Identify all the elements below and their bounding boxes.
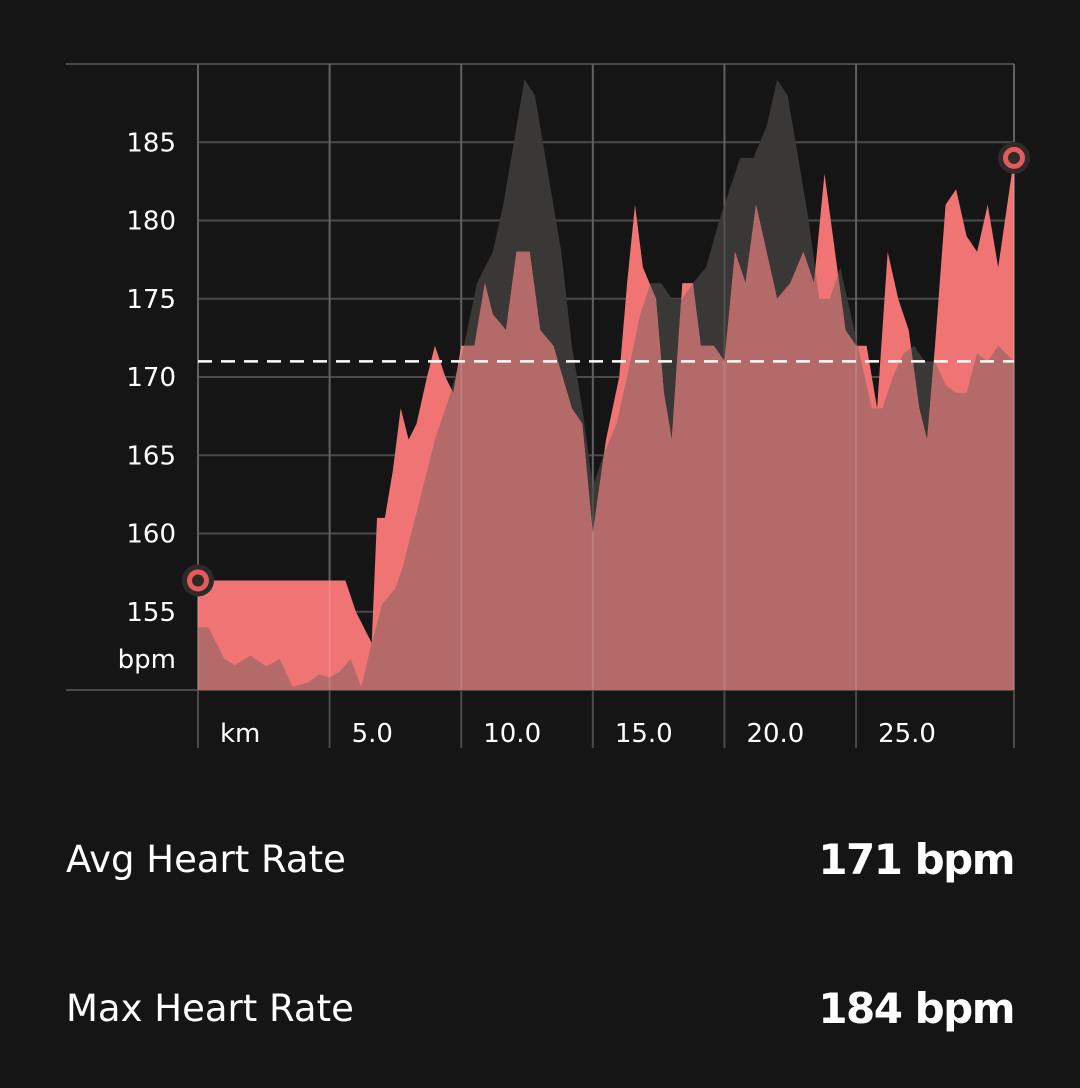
chart-labels: 155 160 165 170 175 180 185 bpm km 5.0 10.0 15.0 20.… [118,128,936,749]
y-tick-label: 165 [126,441,176,471]
heart-rate-chart: 155 160 165 170 175 180 185 bpm km 5.0 10.0 15.0 20.… [66,63,1030,749]
y-tick-label: 180 [126,207,176,237]
marker-outer [182,564,214,597]
y-tick-label: 170 [126,363,176,393]
start-point-marker [182,564,214,597]
x-tick-label: 5.0 [352,719,393,749]
y-tick-label: 175 [126,285,176,315]
end-point-marker [998,141,1030,174]
marker-outer [998,141,1030,174]
chart-markers [182,141,1030,597]
max-heart-rate-value: 184 bpm [818,983,1015,1033]
x-tick-label: km [220,719,260,749]
y-tick-label: 185 [126,128,176,158]
y-unit-label: bpm [118,645,176,675]
y-tick-label: 155 [126,598,176,628]
y-tick-label: 160 [126,520,176,550]
avg-heart-rate-value: 171 bpm [818,834,1015,884]
marker-ring [187,569,209,592]
max-heart-rate-label: Max Heart Rate [66,986,354,1030]
x-tick-label: 10.0 [483,719,541,749]
x-tick-label: 20.0 [746,719,804,749]
x-tick-label: 15.0 [615,719,673,749]
x-tick-label: 25.0 [878,719,936,749]
avg-heart-rate-row: Avg Heart Rate 171 bpm [66,824,1015,894]
marker-ring [1003,146,1025,169]
avg-heart-rate-label: Avg Heart Rate [66,837,346,881]
max-heart-rate-row: Max Heart Rate 184 bpm [66,973,1015,1043]
chart-areas [198,79,1014,691]
